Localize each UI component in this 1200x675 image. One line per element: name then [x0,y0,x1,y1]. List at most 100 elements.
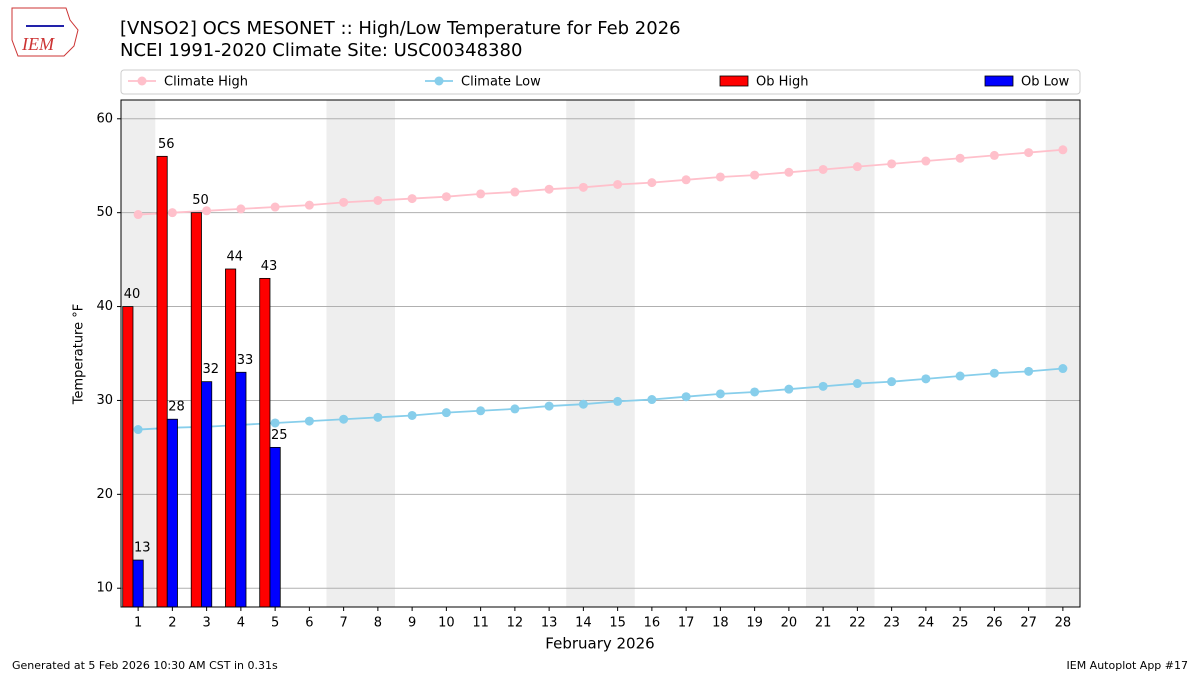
y-tick-label: 20 [96,487,113,502]
weekend-shade [1045,100,1080,607]
climate-line [138,148,1063,216]
plot-frame [120,99,1081,608]
chart-title: [VNSO2] OCS MESONET :: High/Low Temperat… [120,18,681,39]
logo-outline [11,7,79,57]
y-axis-label: Temperature °F [72,304,87,405]
climate-point [921,374,931,384]
bar [235,371,247,608]
climate-point [133,425,143,435]
x-tick-label: 23 [883,616,900,631]
x-tick-label: 14 [575,616,592,631]
climate-point [441,192,451,202]
weekend-shade [566,100,635,607]
bar [201,381,213,608]
y-tick-label: 10 [96,581,113,596]
climate-point [613,180,623,189]
climate-point [1058,364,1068,374]
climate-point [887,159,897,169]
climate-point [955,153,965,163]
x-tick-label: 13 [541,616,558,631]
bar-label: 44 [226,250,243,265]
climate-point [578,182,588,192]
climate-point [373,412,383,422]
climate-point [715,172,725,182]
x-tick-label: 20 [781,616,798,631]
climate-point [852,162,862,172]
climate-point [578,399,588,409]
bar [122,306,134,608]
x-tick-label: 15 [609,616,626,631]
x-tick-label: 19 [746,616,763,631]
climate-point [921,156,931,166]
x-tick-label: 26 [986,616,1003,631]
climate-point [989,368,999,378]
bar-label: 13 [134,541,151,556]
x-tick-label: 11 [472,616,489,631]
footer-right: IEM Autoplot App #17 [1067,659,1189,672]
y-tick-label: 60 [96,111,113,126]
x-tick-label: 2 [168,616,176,631]
weekend-shade [326,100,395,607]
climate-point [647,395,657,405]
weekend-shade [806,100,875,607]
bar-label: 33 [237,353,254,368]
y-tick-label: 40 [96,299,113,314]
climate-point [613,396,623,406]
x-tick-label: 28 [1055,616,1072,631]
x-tick-label: 17 [678,616,695,631]
x-tick-label: 10 [438,616,455,631]
bar-label: 40 [124,287,141,302]
climate-point [339,197,349,207]
x-axis-label: February 2026 [545,635,654,653]
x-tick-label: 4 [237,616,245,631]
logo: IEM [11,7,79,57]
x-tick-label: 21 [815,616,832,631]
climate-point [544,184,554,194]
climate-point [441,408,451,418]
bar-label: 43 [261,259,278,274]
legend-marker [137,76,147,86]
bar-label: 56 [158,137,175,152]
climate-point [339,414,349,424]
climate-point [407,410,417,420]
x-tick-label: 1 [134,616,142,631]
bar-label: 25 [271,428,288,443]
climate-point [476,406,486,416]
x-tick-label: 25 [952,616,969,631]
legend-box [120,69,1081,95]
legend-label: Climate Low [461,75,541,90]
climate-point [202,206,212,216]
climate-point [510,404,520,414]
bar [225,268,237,608]
x-tick-label: 16 [644,616,661,631]
logo-text: IEM [21,34,55,54]
legend-swatch [984,75,1014,87]
climate-point [818,164,828,174]
climate-point [510,187,520,197]
bar [156,155,168,608]
bar [166,418,178,608]
climate-point [750,387,760,397]
climate-point [750,170,760,180]
x-tick-label: 12 [507,616,524,631]
x-tick-label: 8 [374,616,382,631]
climate-point [1058,145,1068,155]
legend-label: Ob Low [1021,75,1070,90]
climate-point [407,194,417,204]
climate-point [784,384,794,394]
footer-left: Generated at 5 Feb 2026 10:30 AM CST in … [12,659,278,672]
climate-point [304,416,314,426]
climate-point [1024,148,1034,158]
x-tick-label: 7 [339,616,347,631]
climate-point [955,371,965,381]
climate-point [887,377,897,387]
x-tick-label: 24 [918,616,935,631]
climate-point [133,210,143,220]
climate-point [304,200,314,210]
climate-point [715,389,725,399]
bar [132,559,144,608]
bar-label: 32 [202,362,219,377]
climate-point [681,175,691,185]
bar [269,446,281,608]
climate-line [138,367,1063,431]
